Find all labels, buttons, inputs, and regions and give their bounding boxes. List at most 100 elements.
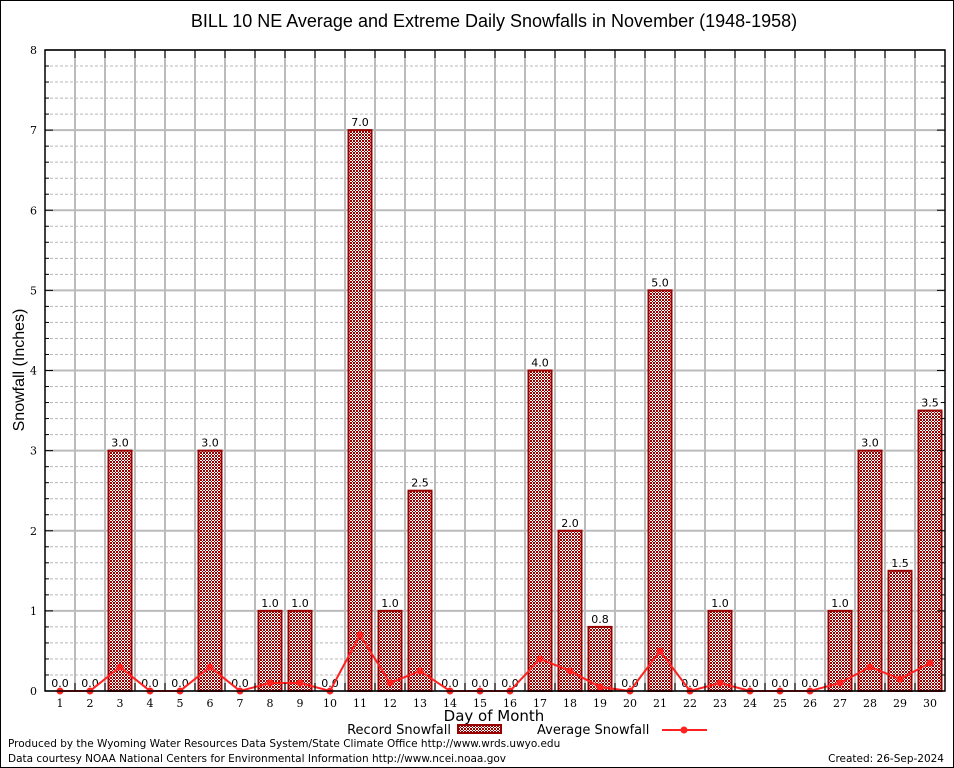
x-tick-labels: 1 2 3 4 5 6 7 8 9 10 11 12 13 14 15 16 17 18 19 20 21 22 23 24 2…: [57, 697, 938, 710]
average-point: [716, 679, 724, 687]
y-tick-label: 4: [30, 365, 37, 378]
average-point: [536, 655, 544, 663]
average-point: [116, 663, 124, 671]
bar-value-label: 5.0: [651, 276, 669, 289]
average-point: [836, 679, 844, 687]
y-tick-label: 8: [30, 44, 37, 57]
average-point: [296, 679, 304, 687]
footer-data-courtesy: Data courtesy NOAA National Centers for …: [8, 753, 506, 765]
x-tick-label: 22: [683, 697, 697, 710]
average-point: [206, 663, 214, 671]
x-tick-label: 1: [57, 697, 64, 710]
x-tick-label: 8: [267, 697, 274, 710]
bar-value-label: 0.0: [321, 677, 339, 690]
x-tick-label: 30: [923, 697, 937, 710]
x-tick-label: 20: [623, 697, 637, 710]
y-tick-label: 2: [30, 525, 37, 538]
average-point: [386, 679, 394, 687]
y-tick-label: 0: [30, 685, 37, 698]
x-tick-label: 2: [87, 697, 94, 710]
y-tick-label: 5: [30, 284, 37, 297]
x-tick-label: 11: [353, 697, 367, 710]
bar-value-label: 3.5: [921, 397, 939, 410]
legend-average-label: Average Snowfall: [537, 723, 649, 738]
y-tick-label: 1: [30, 605, 37, 618]
bar-value-label: 0.0: [471, 677, 489, 690]
x-tick-label: 12: [383, 697, 397, 710]
record-bar: [587, 625, 613, 693]
chart-title: BILL 10 NE Average and Extreme Daily Sno…: [191, 11, 797, 31]
y-axis-label: Snowfall (Inches): [11, 309, 28, 432]
x-tick-label: 21: [653, 697, 667, 710]
record-bar: [647, 289, 673, 692]
bar-value-label: 2.5: [411, 477, 429, 490]
x-tick-label: 16: [503, 697, 517, 710]
legend-average-marker: [680, 726, 688, 734]
average-point: [926, 659, 934, 667]
bar-value-label: 0.0: [51, 677, 69, 690]
legend: Record Snowfall Average Snowfall: [347, 723, 707, 738]
y-tick-label: 7: [30, 124, 37, 137]
x-tick-label: 24: [743, 697, 757, 710]
record-bar: [107, 449, 133, 692]
average-point: [866, 663, 874, 671]
x-tick-label: 15: [473, 697, 487, 710]
legend-record-swatch: [457, 724, 502, 734]
x-tick-label: 7: [237, 697, 244, 710]
footer-produced-by: Produced by the Wyoming Water Resources …: [8, 738, 560, 750]
y-tick-label: 3: [30, 445, 37, 458]
bar-value-label: 7.0: [351, 116, 369, 129]
bar-value-label: 4.0: [531, 357, 549, 370]
bar-value-label: 1.5: [891, 557, 909, 570]
axes: [44, 49, 946, 692]
record-bar: [197, 449, 223, 692]
bar-value-label: 3.0: [201, 437, 219, 450]
footer-created-date: Created: 26-Sep-2024: [828, 753, 944, 765]
x-tick-label: 4: [147, 697, 154, 710]
bar-data-labels: 0.0 0.0 3.0 0.0 0.0 3.0 0.0 1.0 1.0 0.0 7.0 1.0 2.5 0…: [51, 116, 939, 690]
average-point: [896, 675, 904, 683]
x-tick-label: 29: [893, 697, 907, 710]
bar-value-label: 3.0: [861, 437, 879, 450]
record-bar: [257, 609, 283, 692]
x-tick-label: 23: [713, 697, 727, 710]
average-point: [596, 683, 604, 691]
average-point: [566, 667, 574, 675]
record-bar: [917, 409, 943, 692]
x-tick-label: 18: [563, 697, 577, 710]
bar-value-label: 1.0: [261, 597, 279, 610]
average-point: [266, 679, 274, 687]
bar-value-label: 0.0: [801, 677, 819, 690]
legend-record-label: Record Snowfall: [347, 723, 451, 738]
grid: [45, 49, 945, 692]
x-tick-label: 3: [117, 697, 124, 710]
bar-value-label: 0.0: [771, 677, 789, 690]
x-tick-label: 25: [773, 697, 787, 710]
x-axis-label: Day of Month: [444, 707, 545, 725]
x-tick-label: 13: [413, 697, 427, 710]
average-point: [356, 631, 364, 639]
x-tick-label: 17: [533, 697, 547, 710]
record-bar: [857, 449, 883, 692]
x-tick-label: 14: [443, 697, 457, 710]
x-tick-label: 28: [863, 697, 877, 710]
record-bar: [707, 609, 733, 692]
average-point: [656, 647, 664, 655]
x-tick-label: 26: [803, 697, 817, 710]
record-bar: [407, 489, 433, 692]
bar-value-label: 1.0: [381, 597, 399, 610]
bar-value-label: 0.0: [441, 677, 459, 690]
bar-value-label: 1.0: [291, 597, 309, 610]
y-tick-labels: 0 1 2 3 4 5 6 7 8: [30, 44, 37, 698]
bar-value-label: 0.0: [741, 677, 759, 690]
y-tick-label: 6: [30, 204, 37, 217]
record-bar: [527, 369, 553, 692]
record-bar: [887, 569, 913, 692]
bar-value-label: 3.0: [111, 437, 129, 450]
x-tick-label: 5: [177, 697, 184, 710]
x-tick-label: 9: [297, 697, 304, 710]
bar-value-label: 1.0: [711, 597, 729, 610]
x-tick-label: 19: [593, 697, 607, 710]
x-tick-label: 6: [207, 697, 214, 710]
